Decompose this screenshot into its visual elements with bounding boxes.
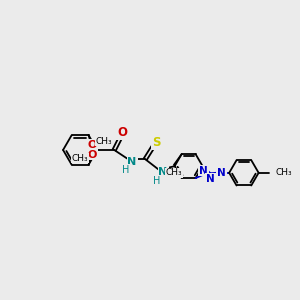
- Text: O: O: [88, 140, 97, 150]
- Text: O: O: [88, 149, 97, 160]
- Text: O: O: [117, 126, 127, 139]
- Text: H: H: [122, 165, 130, 175]
- Text: N: N: [217, 168, 226, 178]
- Text: CH₃: CH₃: [72, 154, 88, 163]
- Text: S: S: [152, 136, 160, 149]
- Text: N: N: [199, 166, 208, 176]
- Text: N: N: [128, 157, 137, 166]
- Text: CH₃: CH₃: [276, 168, 292, 177]
- Text: H: H: [153, 176, 161, 186]
- Text: CH₃: CH₃: [166, 168, 182, 177]
- Text: N: N: [158, 167, 168, 177]
- Text: CH₃: CH₃: [95, 137, 112, 146]
- Text: N: N: [206, 174, 215, 184]
